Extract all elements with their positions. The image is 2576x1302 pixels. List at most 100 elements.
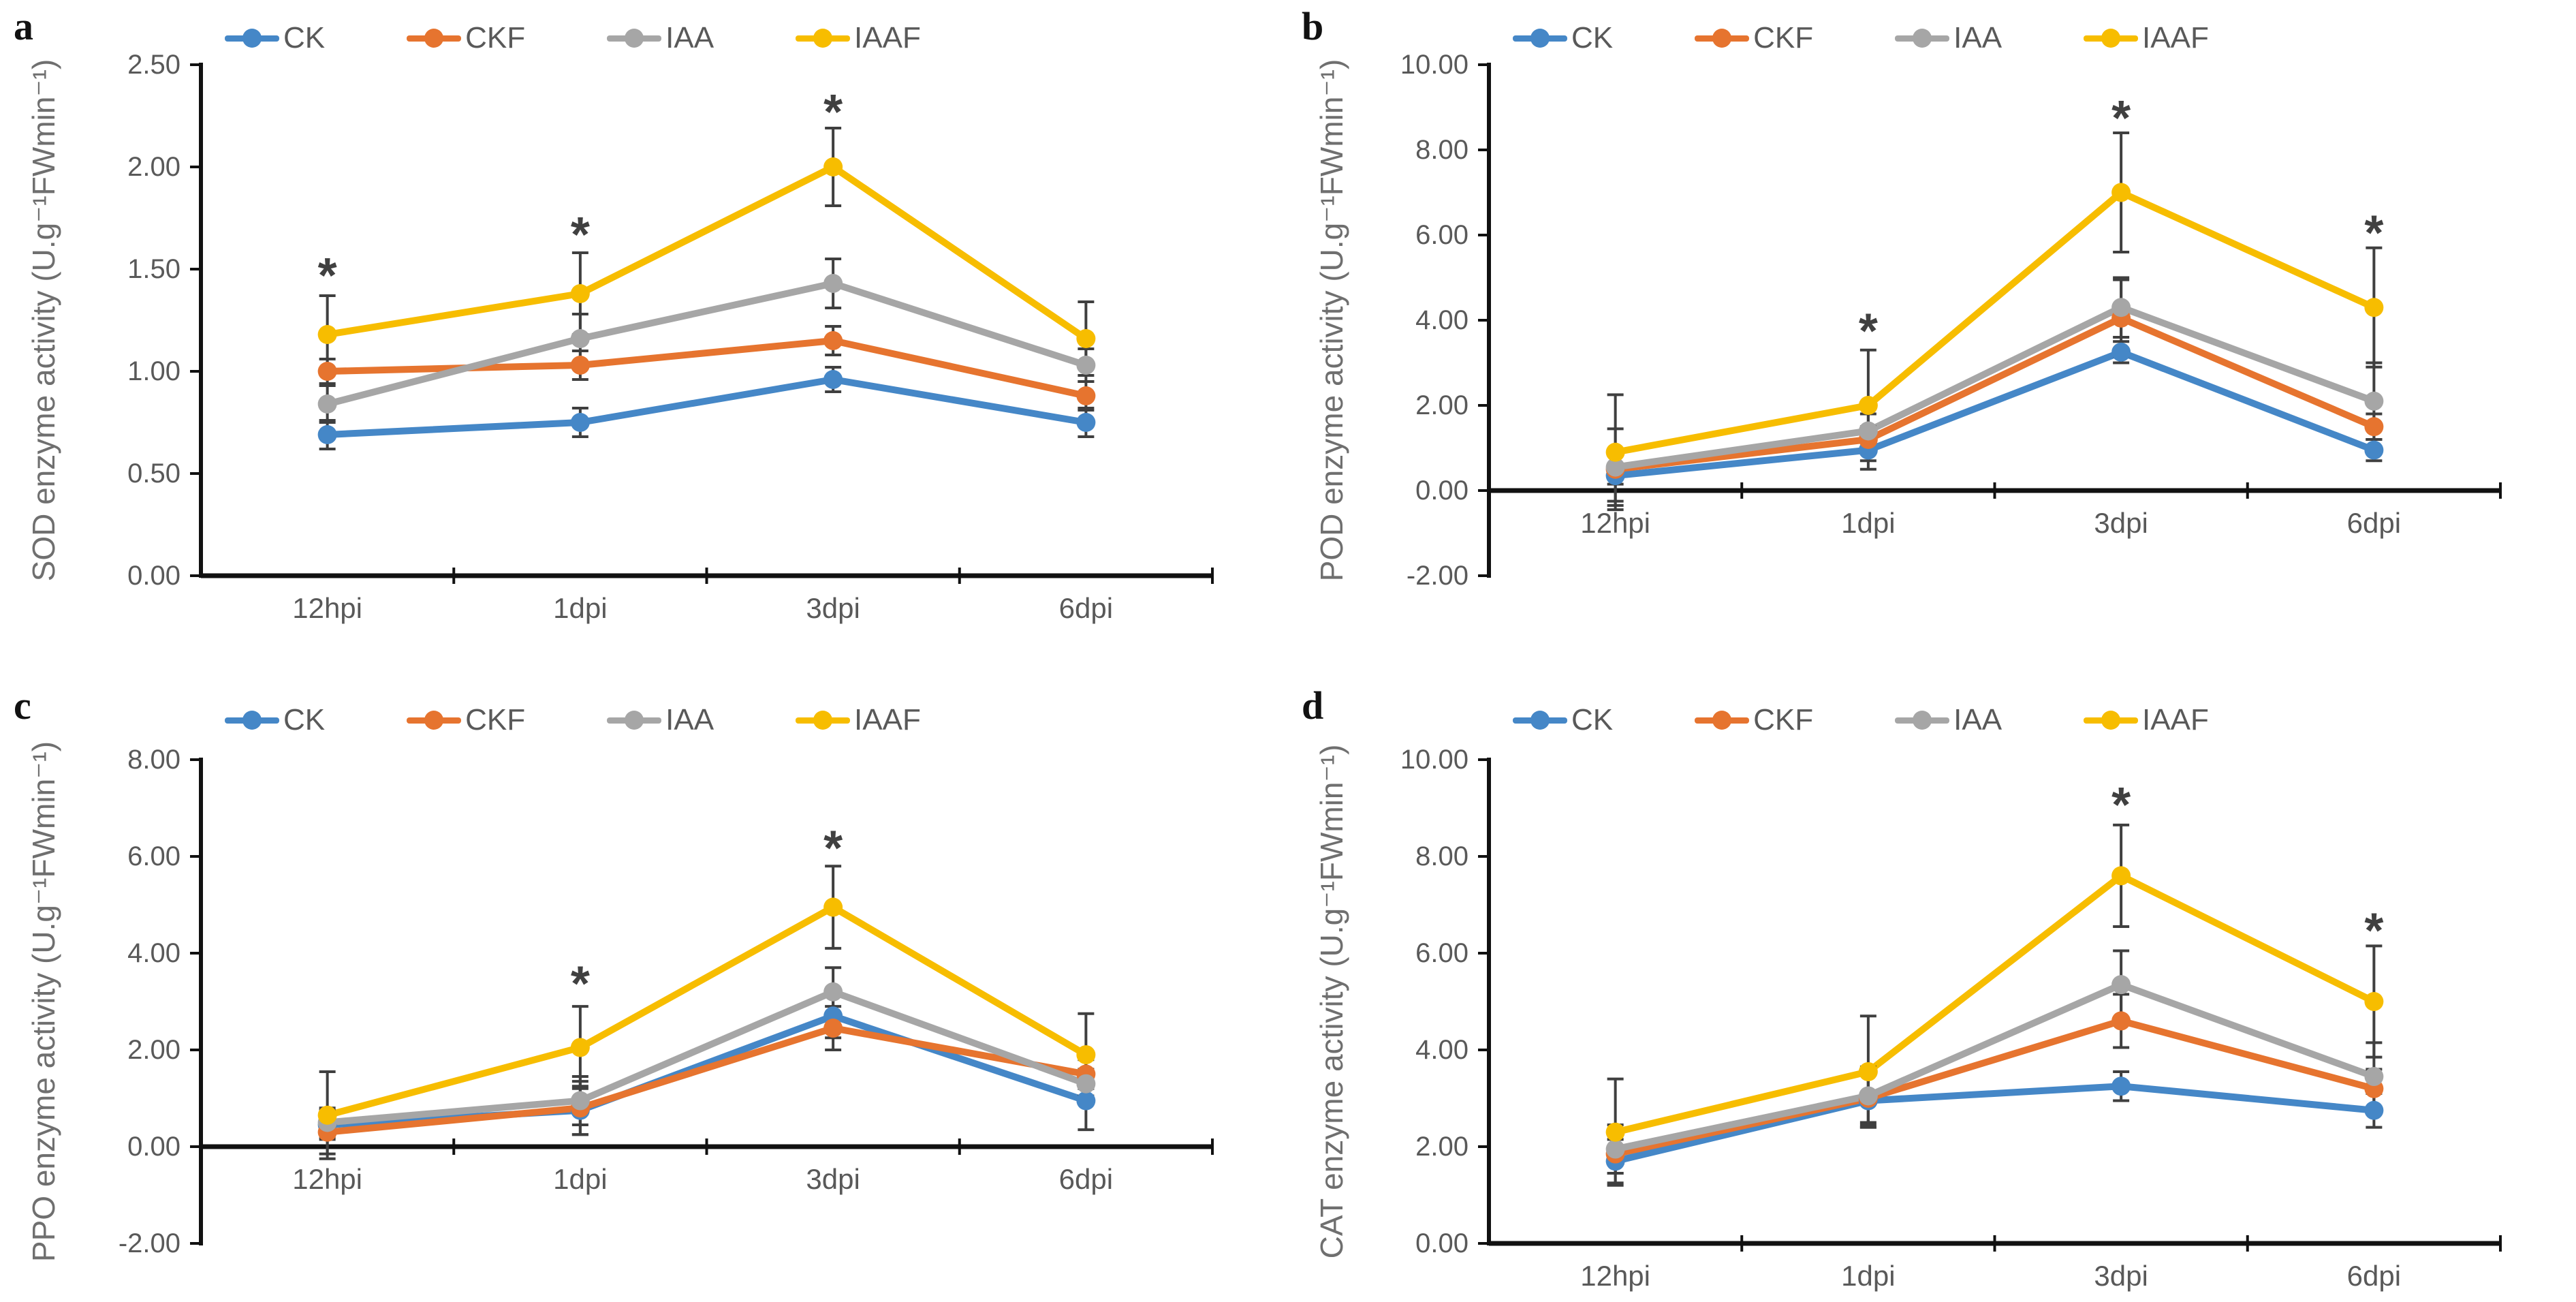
significance-asterisk: *: [318, 249, 337, 303]
marker-iaaf: [570, 284, 590, 303]
marker-iaa: [1076, 356, 1096, 375]
marker-iaaf: [1076, 1045, 1096, 1065]
marker-ck: [2111, 342, 2131, 362]
y-axis-title: POD enzyme activity (U.g⁻¹FWmin⁻¹): [1314, 59, 1349, 582]
y-axis-ticks: 0.00 0.50 1.00 1.50 2.00 2.50: [127, 50, 201, 591]
series-line-ckf: [324, 1025, 1090, 1136]
line-marker-icon: [1695, 27, 1750, 49]
x-tick-label: 12hpi: [1580, 1260, 1650, 1292]
significance-asterisk: *: [2111, 778, 2131, 833]
y-tick-label: 2.00: [1415, 1132, 1468, 1162]
x-axis-ticks: [452, 568, 1214, 584]
marker-iaaf: [1858, 1061, 1878, 1081]
y-tick-label: 4.00: [1415, 305, 1468, 335]
x-tick-label: 3dpi: [806, 1163, 860, 1195]
marker-iaa: [823, 982, 843, 1002]
marker-ck: [570, 413, 590, 432]
significance-marks: * * *: [1859, 91, 2384, 359]
line-marker-icon: [1895, 27, 1950, 49]
x-tick-label: 3dpi: [2094, 507, 2148, 539]
panel-a: a CK CKF IAA IAAF 0.00 0.50 1.00 1.50 2.00 2.…: [0, 0, 1288, 651]
y-tick-label: 10.00: [1400, 745, 1468, 775]
y-tick-label: 0.00: [127, 561, 180, 591]
x-axis-ticks: [452, 1138, 1214, 1155]
marker-iaa: [570, 329, 590, 348]
series-line-iaaf: [324, 164, 1090, 342]
legend-item-ck: CK: [225, 23, 325, 53]
line-marker-icon: [2084, 709, 2139, 731]
line-marker-icon: [407, 27, 462, 49]
marker-iaaf: [1076, 329, 1096, 348]
y-axis-title: PPO enzyme activity (U.g⁻¹FWmin⁻¹): [26, 741, 61, 1262]
series-line-iaaf: [1612, 189, 2378, 456]
marker-ck: [823, 370, 843, 389]
significance-marks: **: [2111, 778, 2383, 959]
y-tick-label: 6.00: [1415, 220, 1468, 250]
x-tick-label: 6dpi: [2347, 1260, 2401, 1292]
legend-label: CK: [283, 703, 326, 737]
marker-iaa: [1605, 457, 1625, 477]
x-tick-label: 6dpi: [1059, 1163, 1113, 1195]
y-tick-label: 4.00: [1415, 1035, 1468, 1065]
series-line-ck: [1612, 1083, 2378, 1165]
series-markers: [1605, 183, 2384, 486]
legend-label: CKF: [465, 21, 526, 55]
legend-label: IAA: [1953, 703, 2002, 737]
legend-label: IAA: [665, 21, 714, 55]
y-tick-label: 8.00: [1415, 841, 1468, 871]
y-tick-label: 2.00: [127, 152, 180, 182]
legend: CK CKF IAA IAAF: [1513, 705, 2209, 735]
legend-label: IAA: [665, 703, 714, 737]
panel-letter: c: [14, 683, 31, 728]
series-line-iaaf: [324, 903, 1090, 1119]
series-line-iaaf: [1612, 872, 2378, 1136]
y-tick-label: 2.50: [127, 50, 180, 80]
significance-asterisk: *: [2364, 206, 2383, 261]
line-marker-icon: [796, 27, 851, 49]
significance-asterisk: *: [571, 208, 590, 262]
marker-ckf: [1076, 386, 1096, 405]
x-tick-label: 3dpi: [2094, 1260, 2148, 1292]
line-marker-icon: [1695, 709, 1750, 731]
legend-label: CKF: [1753, 21, 1814, 55]
y-tick-label: 0.00: [1415, 476, 1468, 506]
y-axis-ticks: 0.00 2.00 4.00 6.00 8.00 10.00: [1400, 745, 1489, 1258]
marker-ckf: [2111, 1011, 2131, 1031]
x-tick-label: 1dpi: [1841, 1260, 1895, 1292]
y-tick-label: 1.00: [127, 356, 180, 386]
line-marker-icon: [607, 709, 662, 731]
series-markers: [317, 897, 1096, 1142]
x-axis-ticks: [1740, 482, 2502, 499]
series-line-ck: [324, 376, 1090, 438]
marker-iaaf: [1858, 396, 1878, 415]
marker-iaaf: [823, 897, 843, 917]
legend-item-ckf: CKF: [407, 23, 525, 53]
marker-ckf: [823, 1019, 843, 1038]
legend-item-iaaf: IAAF: [796, 705, 921, 735]
legend-label: IAAF: [854, 21, 921, 55]
x-tick-label: 12hpi: [292, 1163, 362, 1195]
panel-b: b CK CKF IAA IAAF -2.00 0.00 2.00 4.00 6.00 8…: [1288, 0, 2576, 651]
y-tick-label: 8.00: [1415, 135, 1468, 165]
marker-ck: [317, 425, 337, 444]
marker-iaa: [2364, 391, 2384, 411]
legend-label: IAAF: [2142, 703, 2209, 737]
marker-iaa: [1858, 421, 1878, 441]
x-axis-labels: 12hpi 1dpi 3dpi 6dpi: [292, 592, 1113, 624]
significance-asterisk: *: [1859, 304, 1878, 358]
series-line-ck: [1612, 348, 2378, 480]
x-tick-label: 1dpi: [553, 1163, 607, 1195]
x-tick-label: 6dpi: [1059, 592, 1113, 624]
y-tick-label: 0.00: [1415, 1228, 1468, 1258]
x-tick-label: 12hpi: [1580, 507, 1650, 539]
marker-ck: [1076, 413, 1096, 432]
x-tick-label: 12hpi: [292, 592, 362, 624]
y-tick-label: 8.00: [127, 745, 180, 775]
legend-label: CKF: [1753, 703, 1814, 737]
marker-iaaf: [317, 325, 337, 344]
marker-iaa: [1076, 1074, 1096, 1094]
marker-ck: [2364, 1100, 2384, 1120]
line-marker-icon: [1895, 709, 1950, 731]
x-tick-label: 3dpi: [806, 592, 860, 624]
marker-iaaf: [570, 1038, 590, 1057]
